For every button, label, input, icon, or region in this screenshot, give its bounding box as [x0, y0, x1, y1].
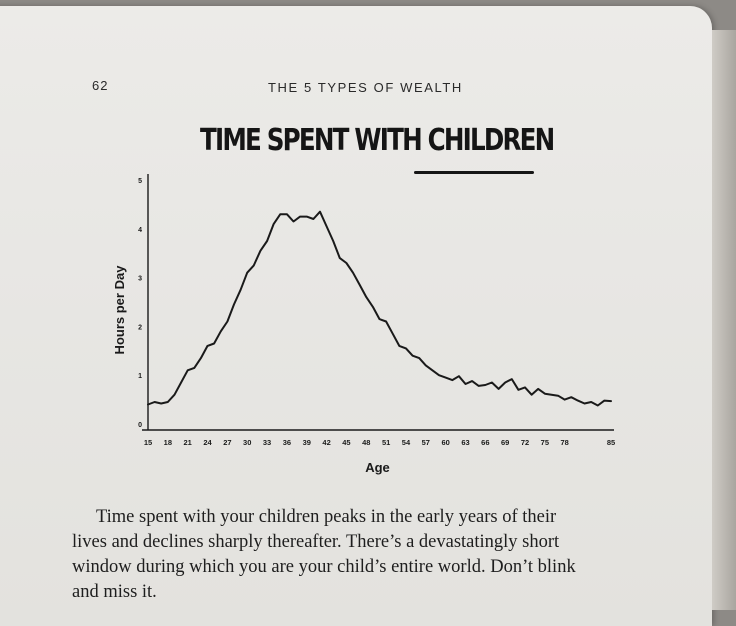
y-tick-label: 0	[138, 422, 142, 429]
chart-title-emphasis: CHILDREN	[427, 123, 556, 158]
running-head: THE 5 TYPES OF WEALTH	[268, 80, 463, 95]
x-tick-label: 78	[561, 438, 569, 447]
x-tick-label: 69	[501, 438, 509, 447]
x-tick-label: 63	[461, 438, 469, 447]
x-tick-label: 15	[144, 438, 152, 447]
x-tick-label: 54	[402, 438, 411, 447]
body-line-1: Time spent with your children peaks in t…	[96, 507, 557, 527]
x-tick-label: 27	[223, 438, 231, 447]
series-line	[147, 210, 612, 407]
x-tick-label: 33	[263, 438, 271, 447]
y-axis-label: Hours per Day	[112, 265, 127, 355]
x-tick-label: 24	[203, 438, 212, 447]
y-tick-label: 2	[138, 324, 142, 331]
page-number: 62	[92, 78, 109, 93]
x-tick-label: 60	[441, 438, 449, 447]
x-axis-label: Age	[365, 460, 390, 475]
x-tick-label: 18	[164, 438, 172, 447]
y-tick-label: 3	[138, 276, 142, 283]
y-tick-label: 1	[138, 373, 142, 380]
x-tick-label: 30	[243, 438, 251, 447]
body-line-2: lives and declines sharply thereafter. T…	[72, 532, 560, 552]
x-tick-label: 42	[322, 438, 330, 447]
y-tick-label: 4	[138, 227, 142, 234]
x-tick-label: 36	[283, 438, 291, 447]
body-line-4: and miss it.	[72, 582, 157, 602]
x-tick-label: 75	[541, 438, 549, 447]
page-stack-edge	[712, 30, 736, 610]
x-tick-label: 48	[362, 438, 370, 447]
x-tick-label: 39	[303, 438, 311, 447]
x-tick-label: 85	[607, 438, 615, 447]
book-page	[0, 6, 712, 626]
body-paragraph: Time spent with your children peaks in t…	[72, 505, 672, 605]
x-tick-label: 72	[521, 438, 529, 447]
x-tick-label: 21	[184, 438, 192, 447]
chart-title-plain: TIME SPENT WITH	[200, 123, 428, 158]
x-tick-label: 57	[422, 438, 430, 447]
body-line-3: window during which you are your child’s…	[72, 557, 576, 577]
title-underline	[414, 171, 534, 174]
x-tick-label: 66	[481, 438, 489, 447]
x-tick-label: 51	[382, 438, 390, 447]
y-tick-label: 5	[138, 178, 142, 185]
chart-title: TIME SPENT WITH CHILDREN	[200, 123, 555, 158]
x-tick-label: 45	[342, 438, 350, 447]
